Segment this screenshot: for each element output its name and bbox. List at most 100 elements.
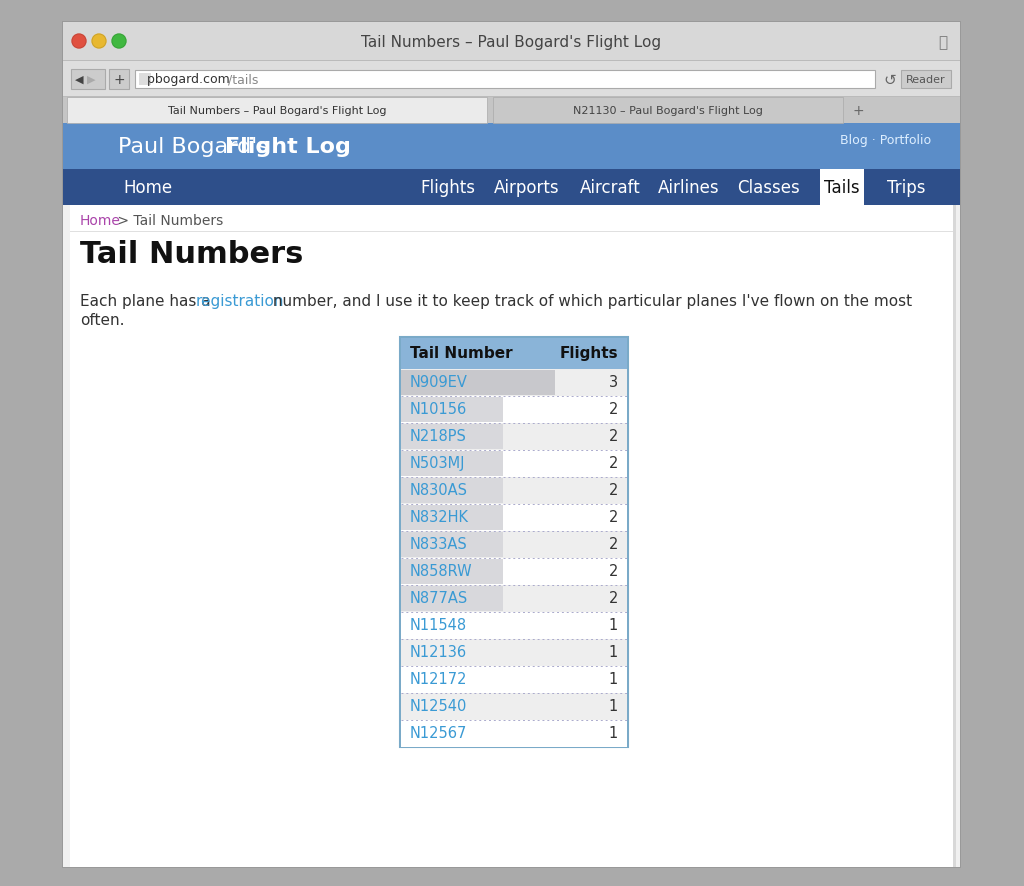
Text: ⤢: ⤢: [938, 35, 947, 50]
Text: > Tail Numbers: > Tail Numbers: [113, 214, 223, 228]
Text: +: +: [114, 73, 125, 87]
Text: N877AS: N877AS: [410, 591, 468, 606]
Bar: [67, 97, 487, 124]
Circle shape: [112, 35, 126, 49]
Bar: [62, 22, 961, 868]
Text: 2: 2: [608, 591, 618, 606]
Text: ↺: ↺: [883, 73, 896, 88]
Bar: [401, 505, 503, 531]
Bar: [401, 424, 627, 450]
Bar: [63, 61, 961, 62]
Text: registration: registration: [196, 293, 285, 308]
Text: 2: 2: [608, 429, 618, 444]
Text: 1: 1: [608, 645, 618, 660]
Bar: [63, 124, 961, 170]
Bar: [401, 424, 503, 449]
Text: Tail Numbers – Paul Bogard's Flight Log: Tail Numbers – Paul Bogard's Flight Log: [360, 35, 662, 50]
Text: 2: 2: [608, 537, 618, 552]
Text: N503MJ: N503MJ: [410, 456, 466, 471]
Text: Paul Bogard's: Paul Bogard's: [118, 136, 276, 157]
Text: N12567: N12567: [410, 726, 467, 741]
Bar: [70, 232, 953, 233]
Text: Aircraft: Aircraft: [580, 179, 640, 197]
Text: Airports: Airports: [495, 179, 560, 197]
Bar: [820, 170, 864, 206]
Bar: [63, 62, 961, 97]
Text: number, and I use it to keep track of which particular planes I've flown on the : number, and I use it to keep track of wh…: [268, 293, 912, 308]
Bar: [71, 70, 105, 89]
Text: N833AS: N833AS: [410, 537, 468, 552]
Bar: [401, 586, 627, 612]
Text: 2: 2: [608, 402, 618, 417]
Bar: [135, 71, 874, 89]
Bar: [401, 640, 627, 666]
Text: ◀: ◀: [75, 75, 84, 85]
Bar: [63, 97, 961, 124]
Text: N830AS: N830AS: [410, 483, 468, 498]
Text: Classes: Classes: [737, 179, 801, 197]
Circle shape: [92, 35, 106, 49]
Bar: [401, 587, 503, 611]
Bar: [401, 559, 503, 585]
Bar: [401, 478, 503, 503]
Bar: [70, 206, 953, 867]
Text: N11548: N11548: [410, 618, 467, 633]
Bar: [401, 532, 503, 557]
Text: Reader: Reader: [906, 75, 946, 85]
Text: 2: 2: [608, 510, 618, 525]
Bar: [401, 612, 627, 640]
Bar: [401, 720, 627, 747]
Text: N12172: N12172: [410, 672, 468, 687]
Text: +: +: [853, 104, 864, 118]
Text: Trips: Trips: [887, 179, 926, 197]
Bar: [401, 452, 503, 477]
Bar: [139, 74, 151, 86]
Bar: [400, 338, 628, 747]
Text: 2: 2: [608, 483, 618, 498]
Text: Tail Numbers – Paul Bogard's Flight Log: Tail Numbers – Paul Bogard's Flight Log: [168, 106, 386, 116]
Bar: [401, 397, 627, 424]
Text: Home: Home: [80, 214, 121, 228]
Text: 2: 2: [608, 563, 618, 579]
Bar: [401, 450, 627, 478]
Text: 3: 3: [609, 375, 618, 390]
Text: Flights: Flights: [559, 346, 618, 361]
Bar: [901, 71, 951, 89]
Text: Tails: Tails: [824, 179, 860, 197]
Bar: [401, 504, 627, 532]
Bar: [401, 398, 503, 423]
Text: 1: 1: [608, 618, 618, 633]
Bar: [401, 558, 627, 586]
Text: ▶: ▶: [87, 75, 95, 85]
Text: N858RW: N858RW: [410, 563, 473, 579]
Bar: [63, 170, 961, 206]
Text: 1: 1: [608, 699, 618, 714]
Bar: [401, 338, 627, 369]
Bar: [401, 370, 555, 395]
Bar: [953, 206, 956, 867]
Text: Flights: Flights: [421, 179, 475, 197]
Text: pbogard.com: pbogard.com: [139, 74, 229, 87]
Text: N12540: N12540: [410, 699, 467, 714]
Bar: [401, 693, 627, 720]
Bar: [493, 97, 843, 124]
Text: Tail Numbers: Tail Numbers: [80, 240, 303, 268]
Bar: [63, 206, 961, 867]
Text: Tail Number: Tail Number: [410, 346, 513, 361]
Text: 1: 1: [608, 726, 618, 741]
Text: Each plane has a: Each plane has a: [80, 293, 215, 308]
Circle shape: [72, 35, 86, 49]
Text: N909EV: N909EV: [410, 375, 468, 390]
Text: N12136: N12136: [410, 645, 467, 660]
Bar: [401, 478, 627, 504]
Bar: [401, 666, 627, 693]
Text: N218PS: N218PS: [410, 429, 467, 444]
Bar: [109, 70, 129, 89]
Bar: [63, 23, 961, 867]
Bar: [401, 369, 627, 397]
Text: Airlines: Airlines: [658, 179, 720, 197]
Text: 1: 1: [608, 672, 618, 687]
Text: /tails: /tails: [228, 74, 258, 87]
Text: Home: Home: [124, 179, 173, 197]
Bar: [401, 532, 627, 558]
